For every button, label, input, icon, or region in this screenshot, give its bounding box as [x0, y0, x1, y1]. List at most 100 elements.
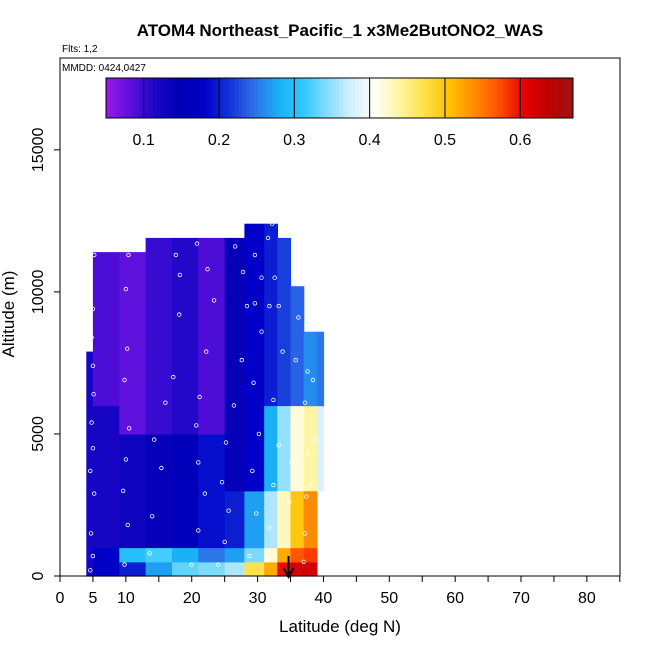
heatmap-cell-4-2 [172, 433, 199, 549]
heatmap-cell-11-2 [303, 490, 318, 549]
colorbar-segment [483, 78, 488, 118]
x-axis-label: Latitude (deg N) [279, 617, 401, 636]
heatmap-cell-6-3 [224, 237, 246, 492]
sample-point [159, 465, 164, 471]
colorbar-segment [195, 78, 200, 118]
colorbar-segment [448, 78, 453, 118]
x-tick-label: 40 [315, 590, 333, 607]
colorbar-segment [565, 78, 570, 118]
sample-point [304, 494, 309, 499]
colorbar-segment [172, 78, 177, 118]
colorbar-segment [327, 78, 333, 118]
colorbar-segment [343, 78, 348, 118]
heatmap-cell-9-2 [277, 490, 292, 549]
sample-point [89, 335, 94, 340]
colorbar-segment [133, 78, 138, 118]
colorbar-segment [362, 78, 368, 118]
sample-point [259, 275, 264, 280]
colorbar-segment [413, 78, 418, 118]
colorbar-segment [557, 78, 562, 118]
heatmap-cell-7-0 [244, 561, 265, 577]
colorbar-segment [156, 78, 161, 118]
colorbar-segment [464, 78, 469, 118]
heatmap-cell-8-0 [264, 561, 278, 577]
sample-point [203, 349, 209, 354]
sample-point [202, 491, 208, 496]
colorbar-segment [432, 78, 438, 118]
sample-point [126, 252, 131, 258]
colorbar-segment [234, 78, 239, 118]
sample-point [223, 440, 229, 445]
heatmap-cell-2-0 [119, 561, 147, 577]
sample-point [269, 221, 275, 226]
sample-point [197, 394, 202, 400]
sample-point [122, 377, 127, 383]
sample-point [219, 480, 225, 485]
heatmap-cell-11-4 [303, 331, 318, 407]
colorbar-segment [288, 78, 294, 118]
colorbar-segment [265, 78, 270, 118]
colorbar-segment [316, 78, 321, 118]
heatmap-cell-8-2 [264, 490, 278, 549]
colorbar-segment [421, 78, 426, 118]
sample-point [304, 323, 309, 329]
colorbar-segment [569, 78, 574, 118]
heatmap-cell-10-0 [290, 561, 305, 577]
colorbar-segment [370, 78, 376, 118]
colorbar-segment [183, 78, 189, 118]
colorbar-segment [187, 78, 193, 118]
sample-point [256, 431, 262, 437]
colorbar-segment [137, 78, 142, 118]
colorbar-segment [351, 78, 356, 118]
x-tick-label: 20 [183, 590, 201, 607]
x-tick-label: 80 [578, 590, 596, 607]
colorbar-segment [374, 78, 379, 118]
colorbar-segment [510, 78, 516, 118]
colorbar-segment [522, 78, 527, 118]
colorbar-segment [273, 78, 278, 118]
heatmap-cell-2-3 [119, 252, 147, 435]
colorbar-segment [222, 78, 228, 118]
sample-point [265, 235, 271, 241]
y-axis-label: Altitude (m) [0, 271, 18, 358]
sample-point [222, 539, 227, 545]
colorbar-segment [355, 78, 360, 118]
sample-point [88, 468, 93, 474]
colorbar-segment [125, 78, 130, 118]
sample-point [194, 423, 199, 428]
colorbar-segment [203, 78, 208, 118]
heatmap-cell-10-3 [290, 405, 305, 492]
sample-point [231, 403, 237, 408]
colorbar-segment [109, 78, 115, 118]
sample-point [90, 363, 96, 368]
sample-point [163, 400, 168, 405]
heatmap-cell-5-1 [198, 547, 226, 563]
sample-point [300, 281, 305, 286]
colorbar-segment [113, 78, 119, 118]
colorbar-segment [300, 78, 305, 118]
colorbar-segment [335, 78, 340, 118]
colorbar-segment [176, 78, 181, 118]
y-tick-label: 0 [30, 571, 47, 580]
sample-point [90, 306, 96, 312]
sample-point [301, 559, 306, 564]
sample-point [284, 542, 289, 547]
sample-point [267, 525, 272, 530]
sample-point [296, 315, 301, 320]
colorbar-segment [304, 78, 309, 118]
colorbar-segment [246, 78, 251, 118]
colorbar-segment [390, 78, 395, 118]
sample-point [305, 451, 310, 456]
chart-title: ATOM4 Northeast_Pacific_1 x3Me2ButONO2_W… [137, 21, 544, 40]
colorbar-segment [238, 78, 243, 118]
colorbar-segment [460, 78, 465, 118]
colorbar-tick-label: 0.1 [133, 132, 155, 149]
location-arrow [282, 556, 295, 580]
colorbar-segment [129, 78, 134, 118]
colorbar-segment [339, 78, 344, 118]
sample-point [254, 511, 259, 516]
sample-point [123, 457, 129, 462]
colorbar-segment [545, 78, 551, 118]
heatmap-cells [86, 223, 325, 577]
